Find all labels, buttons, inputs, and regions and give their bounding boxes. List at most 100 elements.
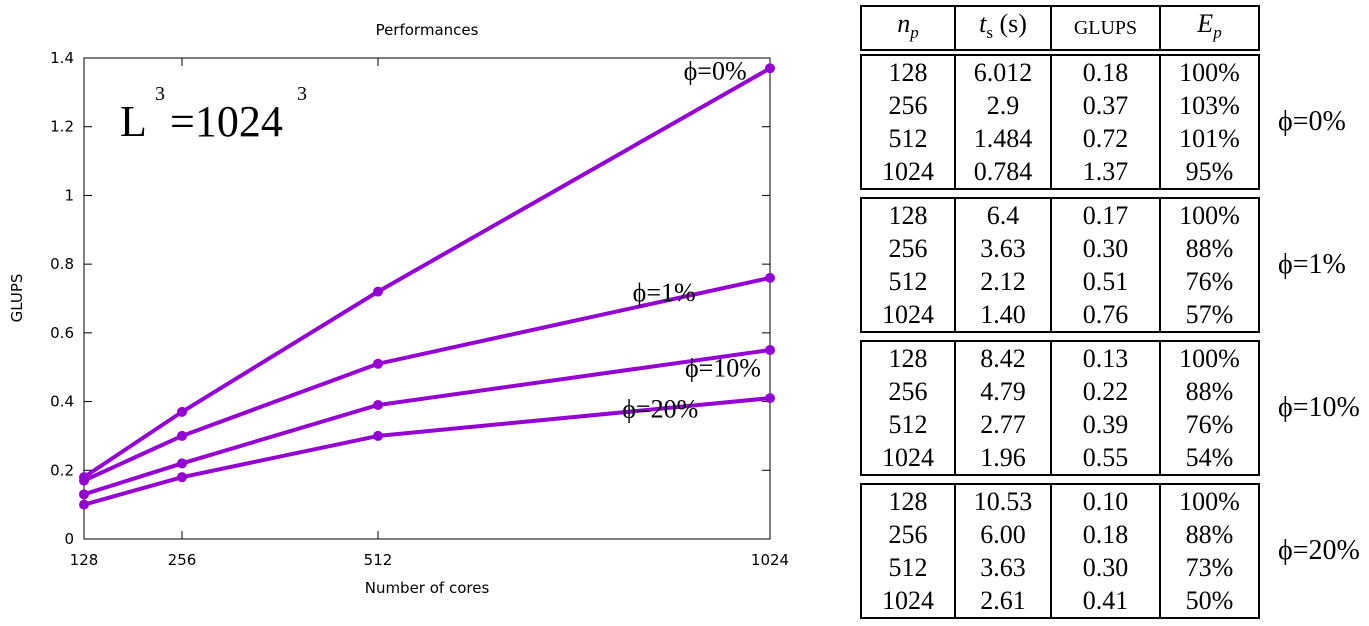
y-axis-ticks: 0 0.2 0.4 0.6 0.8 1 1.2 1.4 (50, 49, 770, 548)
data-point (765, 345, 775, 356)
cell-ts: 10.53 (954, 484, 1051, 519)
cell-np: 128 (888, 58, 928, 88)
table-row: 256 2.9 0.37 103% (861, 89, 1259, 123)
block-table: 128 6.4 0.17 100% 256 3.63 0.30 88% 512 2.12 0.51 7… (860, 197, 1260, 334)
cell-glups: 0.18 (1050, 55, 1160, 90)
cell-ep: 100% (1159, 55, 1259, 90)
cell-ts: 1.40 (954, 298, 1051, 333)
cell-ep: 54% (1159, 441, 1259, 476)
cell-ts: 2.12 (954, 265, 1051, 299)
data-point (79, 499, 89, 510)
cell-glups: 0.30 (1050, 551, 1160, 585)
svg-text:=1024: =1024 (170, 97, 283, 146)
cell-np: 1024 (882, 443, 934, 473)
x-tick-label: 512 (364, 551, 393, 569)
cell-ts: 6.4 (954, 198, 1051, 233)
series-line (83, 396, 771, 507)
series-line (83, 275, 771, 483)
table-row: 1024 1.96 0.55 54% (861, 441, 1259, 476)
cell-np: 1024 (882, 586, 934, 616)
cell-glups: 0.41 (1050, 584, 1160, 619)
y-axis-label: GLUPS (8, 274, 26, 323)
cell-ts: 1.484 (954, 122, 1051, 156)
series-1 (79, 272, 775, 486)
cell-ep: 57% (1159, 298, 1259, 333)
data-point (765, 272, 775, 283)
table-row: 128 8.42 0.13 100% (861, 341, 1259, 376)
cell-glups: 0.30 (1050, 232, 1160, 266)
data-point (177, 458, 187, 469)
cell-np: 256 (888, 377, 928, 407)
table-row: 1024 1.40 0.76 57% (861, 298, 1259, 333)
y-tick-label: 0.8 (50, 255, 74, 273)
cell-ep: 50% (1159, 584, 1259, 619)
block-table: 128 8.42 0.13 100% 256 4.79 0.22 88% 512 2.77 0.39… (860, 340, 1260, 477)
cell-ep: 100% (1159, 341, 1259, 376)
cell-ts: 4.79 (954, 375, 1051, 409)
cell-ep: 100% (1159, 198, 1259, 233)
table-row: 512 3.63 0.30 73% (861, 551, 1259, 585)
cell-np: 256 (888, 234, 928, 264)
cell-ep: 88% (1159, 232, 1259, 266)
cell-ep: 88% (1159, 518, 1259, 552)
cell-ts: 0.784 (954, 155, 1051, 190)
header-glups: GLUPS (1050, 6, 1160, 51)
cell-glups: 0.76 (1050, 298, 1160, 333)
svg-text:3: 3 (297, 83, 307, 105)
cell-np: 1024 (882, 300, 934, 330)
series-2 (79, 345, 775, 500)
header-ts: ts (s) (954, 6, 1051, 51)
y-tick-label: 0 (64, 530, 74, 548)
cell-glups: 0.55 (1050, 441, 1160, 476)
cell-ep: 73% (1159, 551, 1259, 585)
performance-chart: Performances 0 0.2 0.4 0.6 0.8 1 1.2 1.4 128 256… (8, 21, 789, 597)
chart-svg: Performances 0 0.2 0.4 0.6 0.8 1 1.2 1.4 128 256… (8, 21, 789, 597)
series-name-label: ϕ=20% (622, 395, 698, 424)
table-row: 1024 0.784 1.37 95% (861, 155, 1259, 190)
cell-glups: 0.18 (1050, 518, 1160, 552)
series-3 (79, 393, 775, 510)
cell-ts: 2.9 (954, 89, 1051, 123)
cell-glups: 0.22 (1050, 375, 1160, 409)
x-tick-label: 128 (70, 551, 99, 569)
cell-ts: 8.42 (954, 341, 1051, 376)
series-name-label: ϕ=10% (685, 354, 761, 383)
cell-glups: 1.37 (1050, 155, 1160, 190)
cell-np: 256 (888, 520, 928, 550)
table-row: 128 6.4 0.17 100% (861, 198, 1259, 233)
x-tick-label: 256 (168, 551, 197, 569)
cell-np: 512 (888, 267, 928, 297)
size-annotation: L 3 =1024 3 (120, 83, 307, 146)
y-tick-label: 1.2 (50, 118, 74, 136)
table-row: 512 2.12 0.51 76% (861, 265, 1259, 299)
data-point (373, 430, 383, 441)
y-tick-label: 0.4 (50, 393, 74, 411)
cell-ts: 6.012 (954, 55, 1051, 90)
block-table: 128 10.53 0.10 100% 256 6.00 0.18 88% 512 3.63 0.3… (860, 483, 1260, 620)
table-block: 128 6.012 0.18 100% 256 2.9 0.37 103% 512 1.484 0.… (860, 54, 1369, 191)
block-label: ϕ=1% (1278, 249, 1346, 281)
plot-frame (83, 57, 771, 540)
table-block: 128 10.53 0.10 100% 256 6.00 0.18 88% 512 3.63 0.3… (860, 483, 1369, 620)
series-line (83, 348, 771, 497)
block-label: ϕ=0% (1278, 106, 1346, 138)
cell-glups: 0.37 (1050, 89, 1160, 123)
svg-text:3: 3 (155, 83, 165, 105)
cell-ts: 3.63 (954, 551, 1051, 585)
svg-text:L: L (120, 97, 147, 146)
data-point (765, 393, 775, 404)
y-tick-label: 0.2 (50, 461, 74, 479)
header-np: np (897, 9, 919, 43)
cell-np: 128 (888, 344, 928, 374)
cell-glups: 0.39 (1050, 408, 1160, 442)
cell-np: 128 (888, 487, 928, 517)
cell-ep: 103% (1159, 89, 1259, 123)
series-labels: ϕ=0% ϕ=1% ϕ=10% ϕ=20% (622, 57, 761, 424)
cell-ep: 101% (1159, 122, 1259, 156)
data-point (765, 63, 775, 74)
table-row: 256 3.63 0.30 88% (861, 232, 1259, 266)
table-block: 128 6.4 0.17 100% 256 3.63 0.30 88% 512 2.12 0.51 7… (860, 197, 1369, 334)
table-row: 128 10.53 0.10 100% (861, 484, 1259, 519)
x-tick-label: 1024 (751, 551, 789, 569)
table-row: 512 2.77 0.39 76% (861, 408, 1259, 442)
